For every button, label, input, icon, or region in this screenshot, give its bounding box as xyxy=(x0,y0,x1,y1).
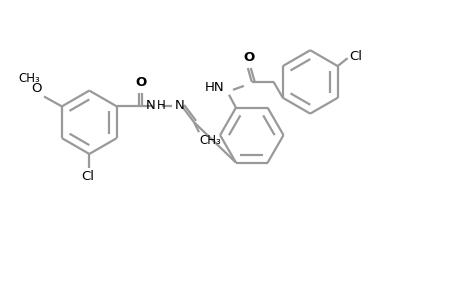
Text: CH₃: CH₃ xyxy=(199,134,220,147)
Text: HN: HN xyxy=(204,81,224,94)
Text: H: H xyxy=(156,99,165,112)
Text: N: N xyxy=(146,99,155,112)
Text: O: O xyxy=(134,76,146,88)
Text: O: O xyxy=(243,51,254,64)
Text: N: N xyxy=(175,99,185,112)
Text: Cl: Cl xyxy=(349,50,362,63)
Text: CH₃: CH₃ xyxy=(18,72,40,85)
Text: O: O xyxy=(32,82,42,94)
Text: Cl: Cl xyxy=(81,170,94,183)
